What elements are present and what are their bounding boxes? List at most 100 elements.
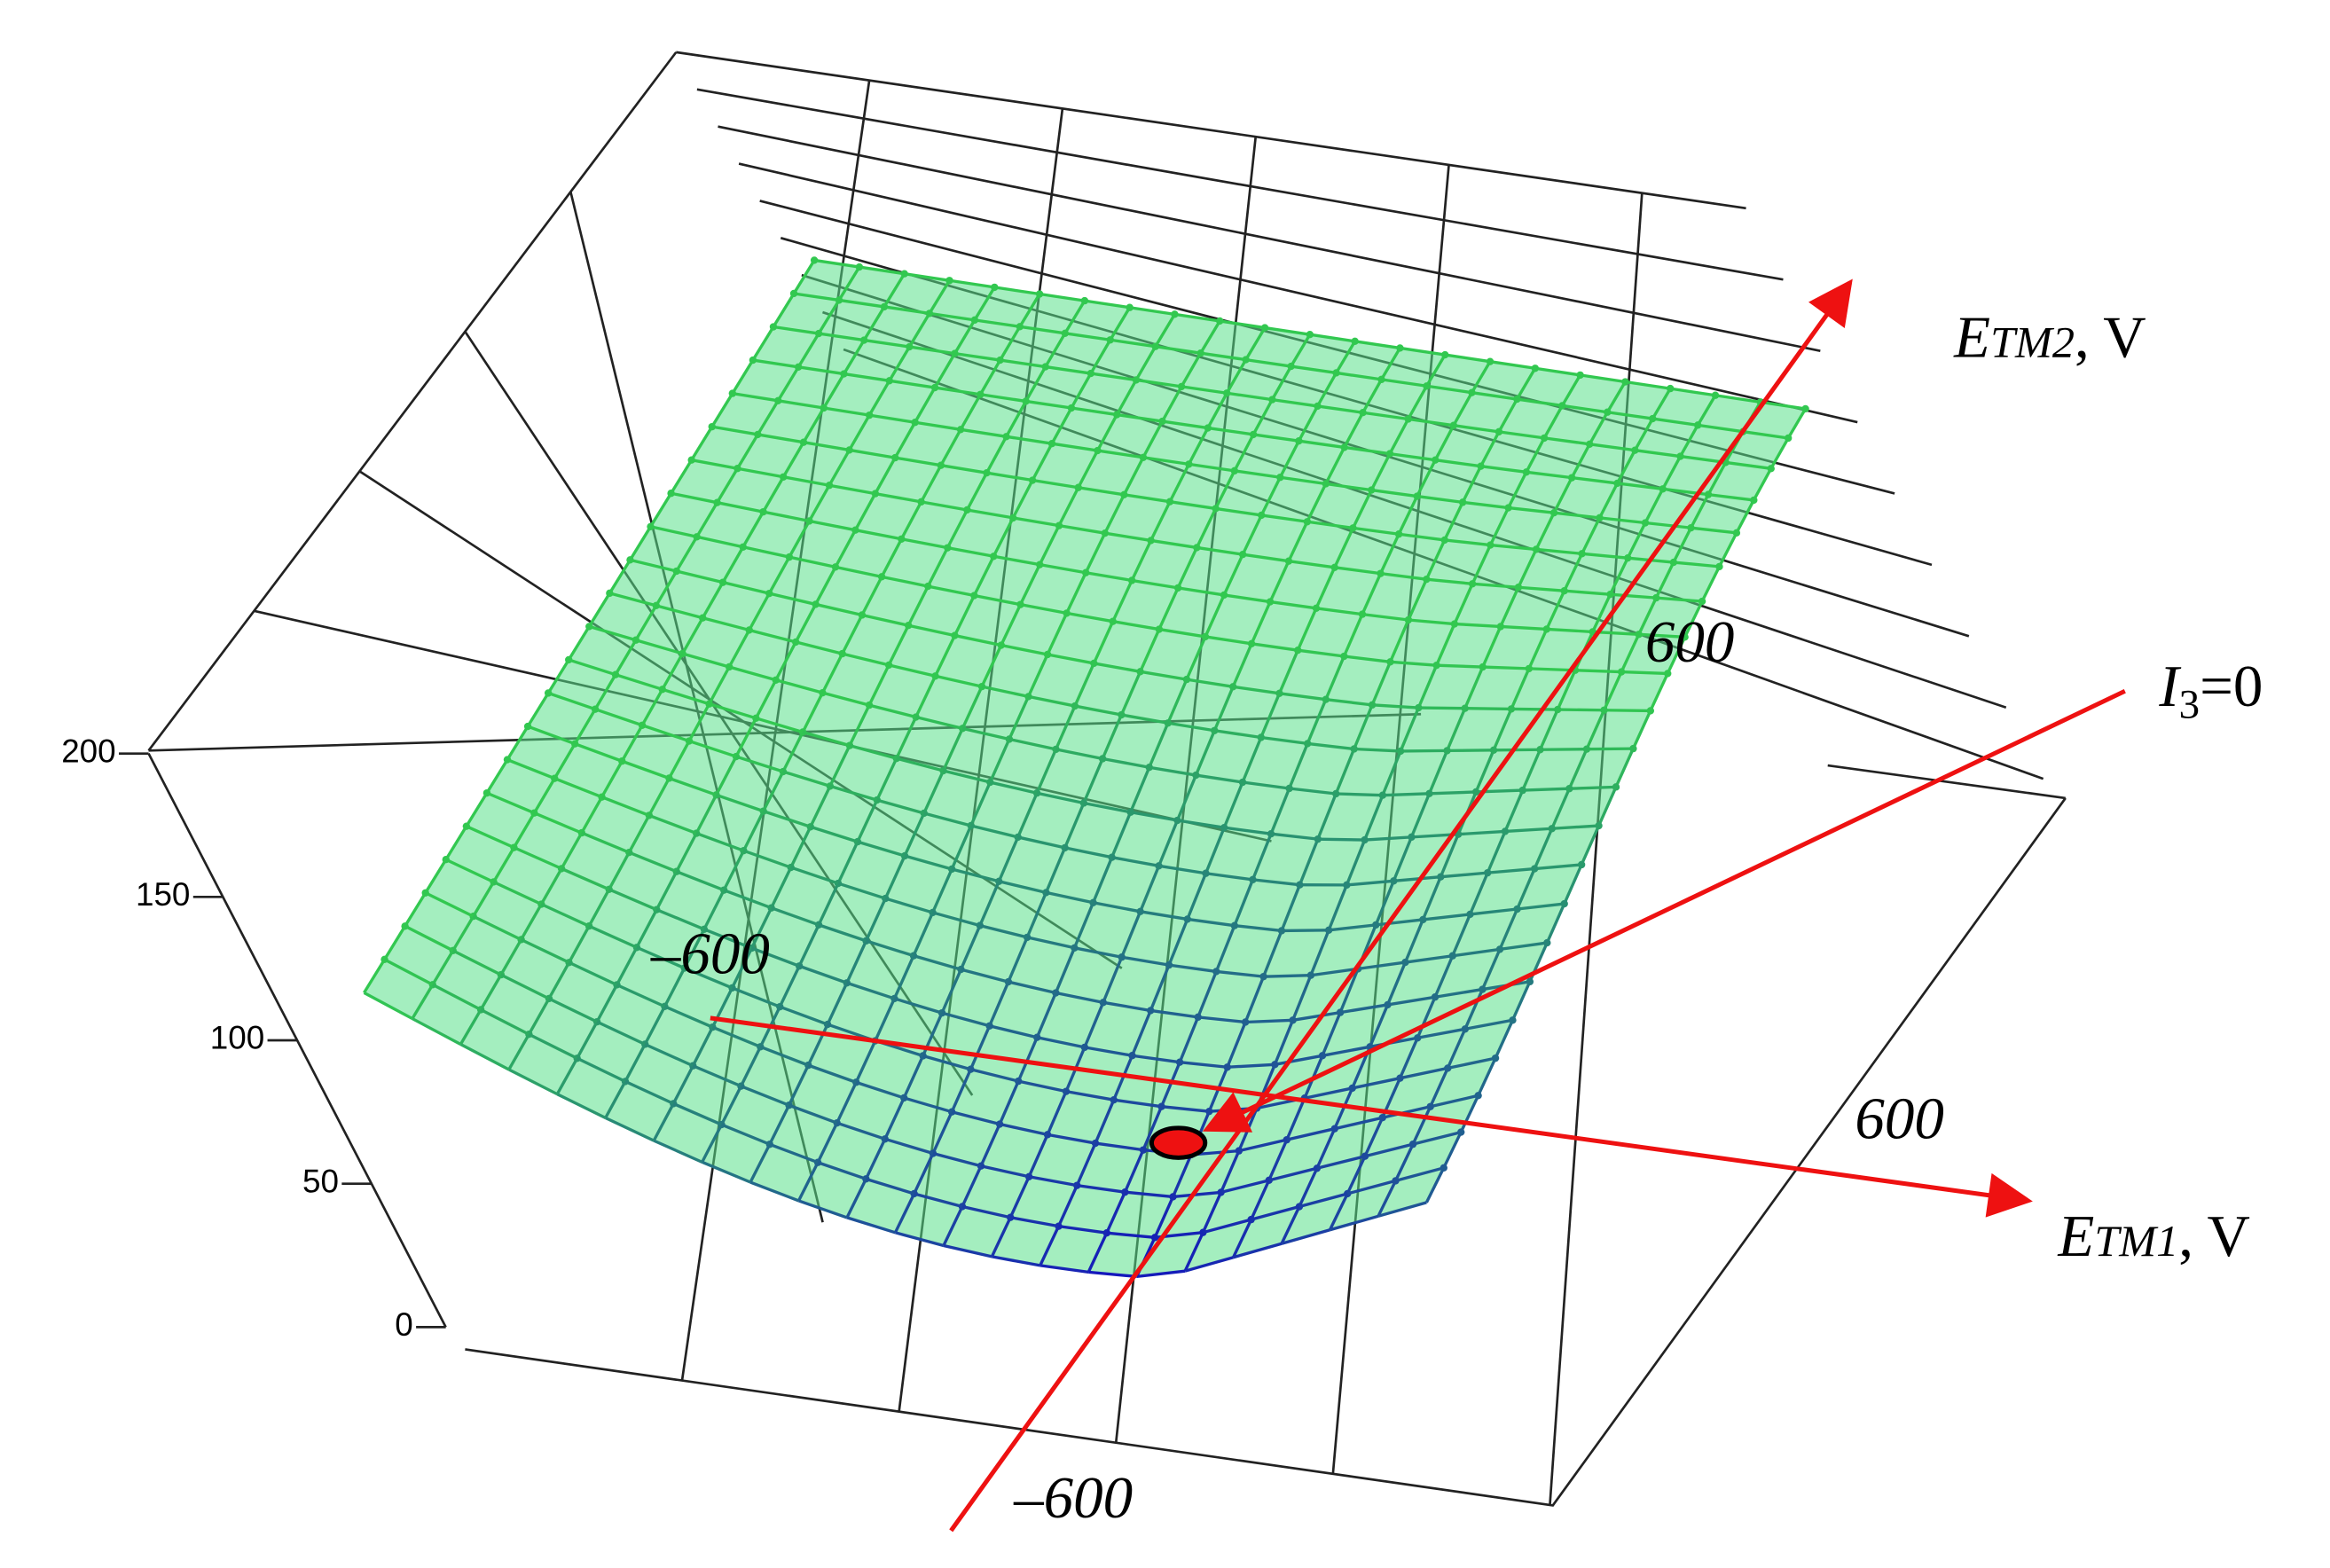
mesh-node bbox=[1259, 972, 1267, 981]
mesh-node bbox=[1126, 808, 1134, 816]
axis-label: I3=0 bbox=[2158, 654, 2263, 727]
mesh-line bbox=[459, 1043, 510, 1071]
mesh-line bbox=[868, 703, 917, 719]
mesh-line bbox=[1273, 1019, 1295, 1065]
mesh-line bbox=[1412, 1130, 1462, 1146]
mesh-line bbox=[1112, 620, 1160, 631]
mesh-line bbox=[1183, 1231, 1204, 1272]
mesh-line bbox=[576, 1021, 599, 1060]
mesh-node bbox=[1536, 746, 1544, 754]
mesh-line bbox=[1446, 708, 1467, 752]
mesh-node bbox=[1358, 610, 1367, 618]
mesh-line bbox=[954, 633, 1002, 647]
mesh-line bbox=[1379, 533, 1400, 575]
mesh-line bbox=[1159, 1062, 1181, 1108]
mesh-line bbox=[1285, 1097, 1306, 1141]
mesh-line bbox=[1259, 476, 1282, 516]
mesh-line bbox=[1130, 811, 1178, 822]
mesh-line bbox=[959, 924, 982, 970]
mesh-line bbox=[1357, 960, 1406, 971]
mesh-line bbox=[1065, 1089, 1115, 1102]
mesh-line bbox=[1317, 837, 1365, 842]
mesh-line bbox=[1522, 787, 1570, 792]
mesh-line bbox=[1464, 1018, 1513, 1031]
mesh-line bbox=[865, 898, 887, 942]
mesh-line bbox=[670, 459, 694, 495]
mesh-line bbox=[1039, 563, 1087, 575]
mesh-line bbox=[687, 702, 711, 742]
mesh-line bbox=[1178, 1016, 1200, 1063]
mesh-line bbox=[411, 984, 435, 1020]
mesh-line bbox=[1569, 785, 1617, 790]
mesh-line bbox=[814, 566, 837, 606]
mesh-line bbox=[750, 906, 773, 949]
mesh-node bbox=[1669, 558, 1678, 567]
mesh-line bbox=[1371, 703, 1419, 710]
mesh-line bbox=[383, 925, 407, 960]
mesh-line bbox=[1233, 1242, 1283, 1259]
mesh-node bbox=[1448, 952, 1456, 960]
mesh-node bbox=[1211, 726, 1219, 734]
mesh-line bbox=[1245, 357, 1291, 368]
mesh-line bbox=[1035, 992, 1057, 1039]
mesh-line bbox=[1540, 748, 1587, 751]
mesh-line bbox=[1045, 365, 1092, 375]
mesh-line bbox=[459, 1008, 482, 1046]
mesh-line bbox=[1490, 543, 1537, 552]
mesh-node bbox=[1312, 604, 1321, 612]
mesh-line bbox=[1055, 748, 1103, 761]
mesh-line bbox=[722, 850, 745, 891]
mesh-line bbox=[970, 824, 1019, 839]
mesh-line bbox=[588, 624, 637, 642]
mesh-line bbox=[1094, 1099, 1116, 1144]
mesh-node bbox=[911, 419, 919, 427]
mesh-node bbox=[1035, 290, 1044, 298]
mesh-line bbox=[779, 1005, 828, 1026]
mesh-line bbox=[1185, 636, 1207, 680]
mesh-line bbox=[1189, 462, 1236, 473]
mesh-line bbox=[1083, 801, 1131, 814]
mesh-line bbox=[600, 760, 624, 798]
mesh-line bbox=[1000, 358, 1046, 369]
mesh-line bbox=[1334, 566, 1381, 576]
mesh-line bbox=[1226, 391, 1273, 402]
mesh-line bbox=[520, 937, 570, 964]
mesh-line bbox=[998, 880, 1047, 895]
mesh-line bbox=[788, 520, 811, 558]
mesh-line bbox=[1426, 577, 1473, 585]
mesh-node bbox=[1604, 408, 1612, 416]
mesh-line bbox=[553, 742, 577, 780]
mesh-line bbox=[1110, 338, 1156, 349]
mesh-line bbox=[960, 427, 1007, 438]
mesh-line bbox=[1510, 668, 1531, 710]
mesh-line bbox=[1158, 864, 1206, 875]
mesh-line bbox=[1392, 836, 1413, 882]
mesh-line bbox=[914, 1192, 963, 1209]
y-tick-label: 600 bbox=[1645, 609, 1735, 675]
mesh-line bbox=[1161, 386, 1183, 422]
mesh-line bbox=[1241, 736, 1263, 783]
mesh-line bbox=[1070, 372, 1093, 409]
mesh-node bbox=[1155, 862, 1163, 870]
mesh-line bbox=[644, 1042, 694, 1068]
mesh-node bbox=[1377, 375, 1385, 384]
mesh-line bbox=[1316, 372, 1338, 407]
mesh-line bbox=[533, 811, 583, 835]
mesh-line bbox=[695, 501, 718, 538]
mesh-line bbox=[634, 604, 658, 641]
mesh-node bbox=[1461, 1025, 1470, 1033]
mesh-node bbox=[1242, 356, 1250, 364]
mesh-line bbox=[547, 961, 571, 1000]
mesh-line bbox=[1416, 494, 1463, 505]
mesh-line bbox=[1545, 590, 1566, 631]
mesh-line bbox=[1031, 443, 1054, 482]
mesh-line bbox=[1330, 1214, 1379, 1232]
mesh-line bbox=[940, 968, 962, 1014]
mesh-line bbox=[1157, 587, 1180, 631]
mesh-line bbox=[568, 925, 591, 964]
mesh-node bbox=[1340, 443, 1348, 451]
mesh-line bbox=[1202, 1218, 1252, 1235]
mesh-line bbox=[520, 903, 543, 941]
mesh-node bbox=[1304, 740, 1312, 748]
mesh-line bbox=[1398, 532, 1445, 542]
